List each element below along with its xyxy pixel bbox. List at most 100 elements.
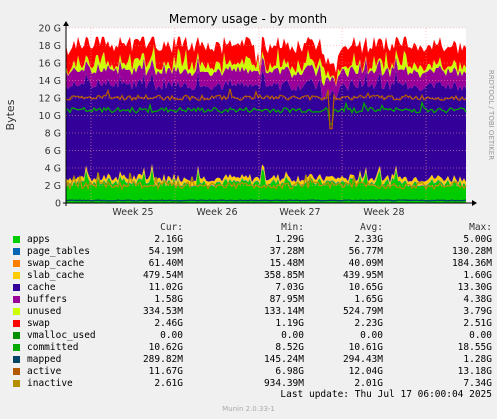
legend-row-committed: committed 10.62G 8.52G 10.61G 18.55G [10, 342, 492, 354]
legend-name: page_tables [27, 246, 90, 257]
legend-min: 6.98G [275, 366, 304, 377]
legend-min: 0.00 [281, 330, 304, 341]
legend-rows: apps 2.16G 1.29G 2.33G 5.00G page_tables 54.19… [10, 234, 492, 390]
legend-cur: 289.82M [142, 354, 183, 365]
header-avg: Avg: [360, 222, 383, 233]
legend-min: 358.85M [263, 270, 304, 281]
munin-version: Munin 2.0.33-1 [222, 405, 275, 413]
legend-row-mapped: mapped 289.82M 145.24M 294.43M 1.28G [10, 354, 492, 366]
area-cache [66, 70, 466, 183]
chart-title: Memory usage - by month [169, 12, 327, 26]
legend-name: swap_cache [27, 258, 85, 269]
legend-max: 130.28M [451, 246, 492, 257]
legend-min: 7.03G [275, 282, 304, 293]
x-tick-labels: Week 25 Week 26 Week 27 Week 28 [112, 207, 404, 218]
y-tick-label: 20 G [39, 24, 61, 35]
legend-swatch [13, 332, 20, 339]
legend-cur: 2.16G [154, 234, 183, 245]
legend-name: active [27, 366, 62, 377]
y-axis-label: Bytes [4, 99, 17, 130]
legend-cur: 2.61G [154, 378, 183, 389]
legend-name: mapped [27, 354, 62, 365]
legend-min: 133.14M [263, 306, 304, 317]
legend-row-vmalloc-used: vmalloc_used 0.00 0.00 0.00 0.00 [10, 330, 492, 342]
legend-name: buffers [27, 294, 68, 305]
legend-name: apps [27, 234, 50, 245]
legend-row-buffers: buffers 1.58G 87.95M 1.65G 4.38G [10, 294, 492, 306]
legend-max: 0.00 [469, 330, 492, 341]
legend-row-slab-cache: slab_cache 479.54M 358.85M 439.95M 1.60G [10, 270, 492, 282]
legend-name: vmalloc_used [27, 330, 96, 341]
memory-chart: Memory usage - by month Bytes RRDTOOL / … [4, 12, 495, 218]
line-inactive [65, 172, 467, 191]
x-axis-arrow [472, 200, 477, 206]
line-committed [65, 100, 467, 125]
y-tick-label: 8 G [45, 129, 61, 140]
legend-cur: 1.58G [154, 294, 183, 305]
y-tick-label: 18 G [39, 41, 61, 52]
legend-swatch [13, 368, 20, 375]
area-unused [66, 45, 466, 87]
legend-swatch [13, 296, 20, 303]
legend-row-active: active 11.67G 6.98G 12.04G 13.18G [10, 366, 492, 378]
y-tick-label: 12 G [39, 94, 61, 105]
legend-swatch [13, 380, 20, 387]
legend-name: cache [27, 282, 56, 293]
legend-avg: 40.09M [348, 258, 383, 269]
legend-avg: 1.65G [354, 294, 383, 305]
y-tick-label: 16 G [39, 59, 61, 70]
legend-header: Cur: Min: Avg: Max: [10, 222, 492, 234]
legend-row-cache: cache 11.02G 7.03G 10.65G 13.30G [10, 282, 492, 294]
legend-swatch [13, 248, 20, 255]
legend-row-unused: unused 334.53M 133.14M 524.79M 3.79G [10, 306, 492, 318]
legend-swatch [13, 308, 20, 315]
y-tick-label: 0 [55, 199, 61, 210]
legend-table: Cur: Min: Avg: Max: apps 2.16G 1.29G 2.33G 5… [10, 222, 492, 390]
legend-min: 87.95M [269, 294, 304, 305]
legend-avg: 2.33G [354, 234, 383, 245]
legend-name: unused [27, 306, 62, 317]
y-tick-label: 6 G [45, 146, 61, 157]
legend-row-swap: swap 2.46G 1.19G 2.23G 2.51G [10, 318, 492, 330]
line-mapped [65, 199, 467, 202]
y-tick-labels: 0 2 G 4 G 6 G 8 G 10 G 12 G 14 G 16 G 18 G 20 G [39, 24, 61, 210]
legend-cur: 11.02G [148, 282, 183, 293]
legend-swatch [13, 272, 20, 279]
legend-avg: 10.61G [348, 342, 383, 353]
legend-max: 13.18G [457, 366, 492, 377]
legend-avg: 2.01G [354, 378, 383, 389]
legend-cur: 334.53M [142, 306, 183, 317]
y-axis-arrow [63, 21, 69, 26]
header-cur: Cur: [160, 222, 183, 233]
legend-max: 13.30G [457, 282, 492, 293]
series-lines [65, 88, 467, 202]
legend-avg: 524.79M [342, 306, 383, 317]
legend-min: 1.29G [275, 234, 304, 245]
legend-min: 1.19G [275, 318, 304, 329]
rrdtool-credit: RRDTOOL / TOBI OETIKER [487, 70, 495, 160]
legend-row-inactive: inactive 2.61G 934.39M 2.01G 7.34G [10, 378, 492, 390]
legend-avg: 12.04G [348, 366, 383, 377]
legend-swatch [13, 236, 20, 243]
header-min: Min: [281, 222, 304, 233]
legend-avg: 0.00 [360, 330, 383, 341]
legend-cur: 2.46G [154, 318, 183, 329]
legend-row-page-tables: page_tables 54.19M 37.28M 56.77M 130.28M [10, 246, 492, 258]
legend-cur: 0.00 [160, 330, 183, 341]
grid-lines [66, 27, 466, 203]
legend-name: inactive [27, 378, 73, 389]
legend-cur: 479.54M [142, 270, 183, 281]
legend-max: 2.51G [463, 318, 492, 329]
legend-min: 37.28M [269, 246, 304, 257]
y-tick-label: 10 G [39, 111, 61, 122]
area-slab-cache [66, 163, 466, 187]
x-tick-label: Week 25 [112, 207, 153, 218]
legend-avg: 56.77M [348, 246, 383, 257]
legend-max: 1.28G [463, 354, 492, 365]
legend-max: 3.79G [463, 306, 492, 317]
legend-max: 1.60G [463, 270, 492, 281]
legend-cur: 54.19M [148, 246, 183, 257]
area-buffers [66, 56, 466, 101]
area-swap [66, 36, 466, 86]
legend-max: 184.36M [451, 258, 492, 269]
